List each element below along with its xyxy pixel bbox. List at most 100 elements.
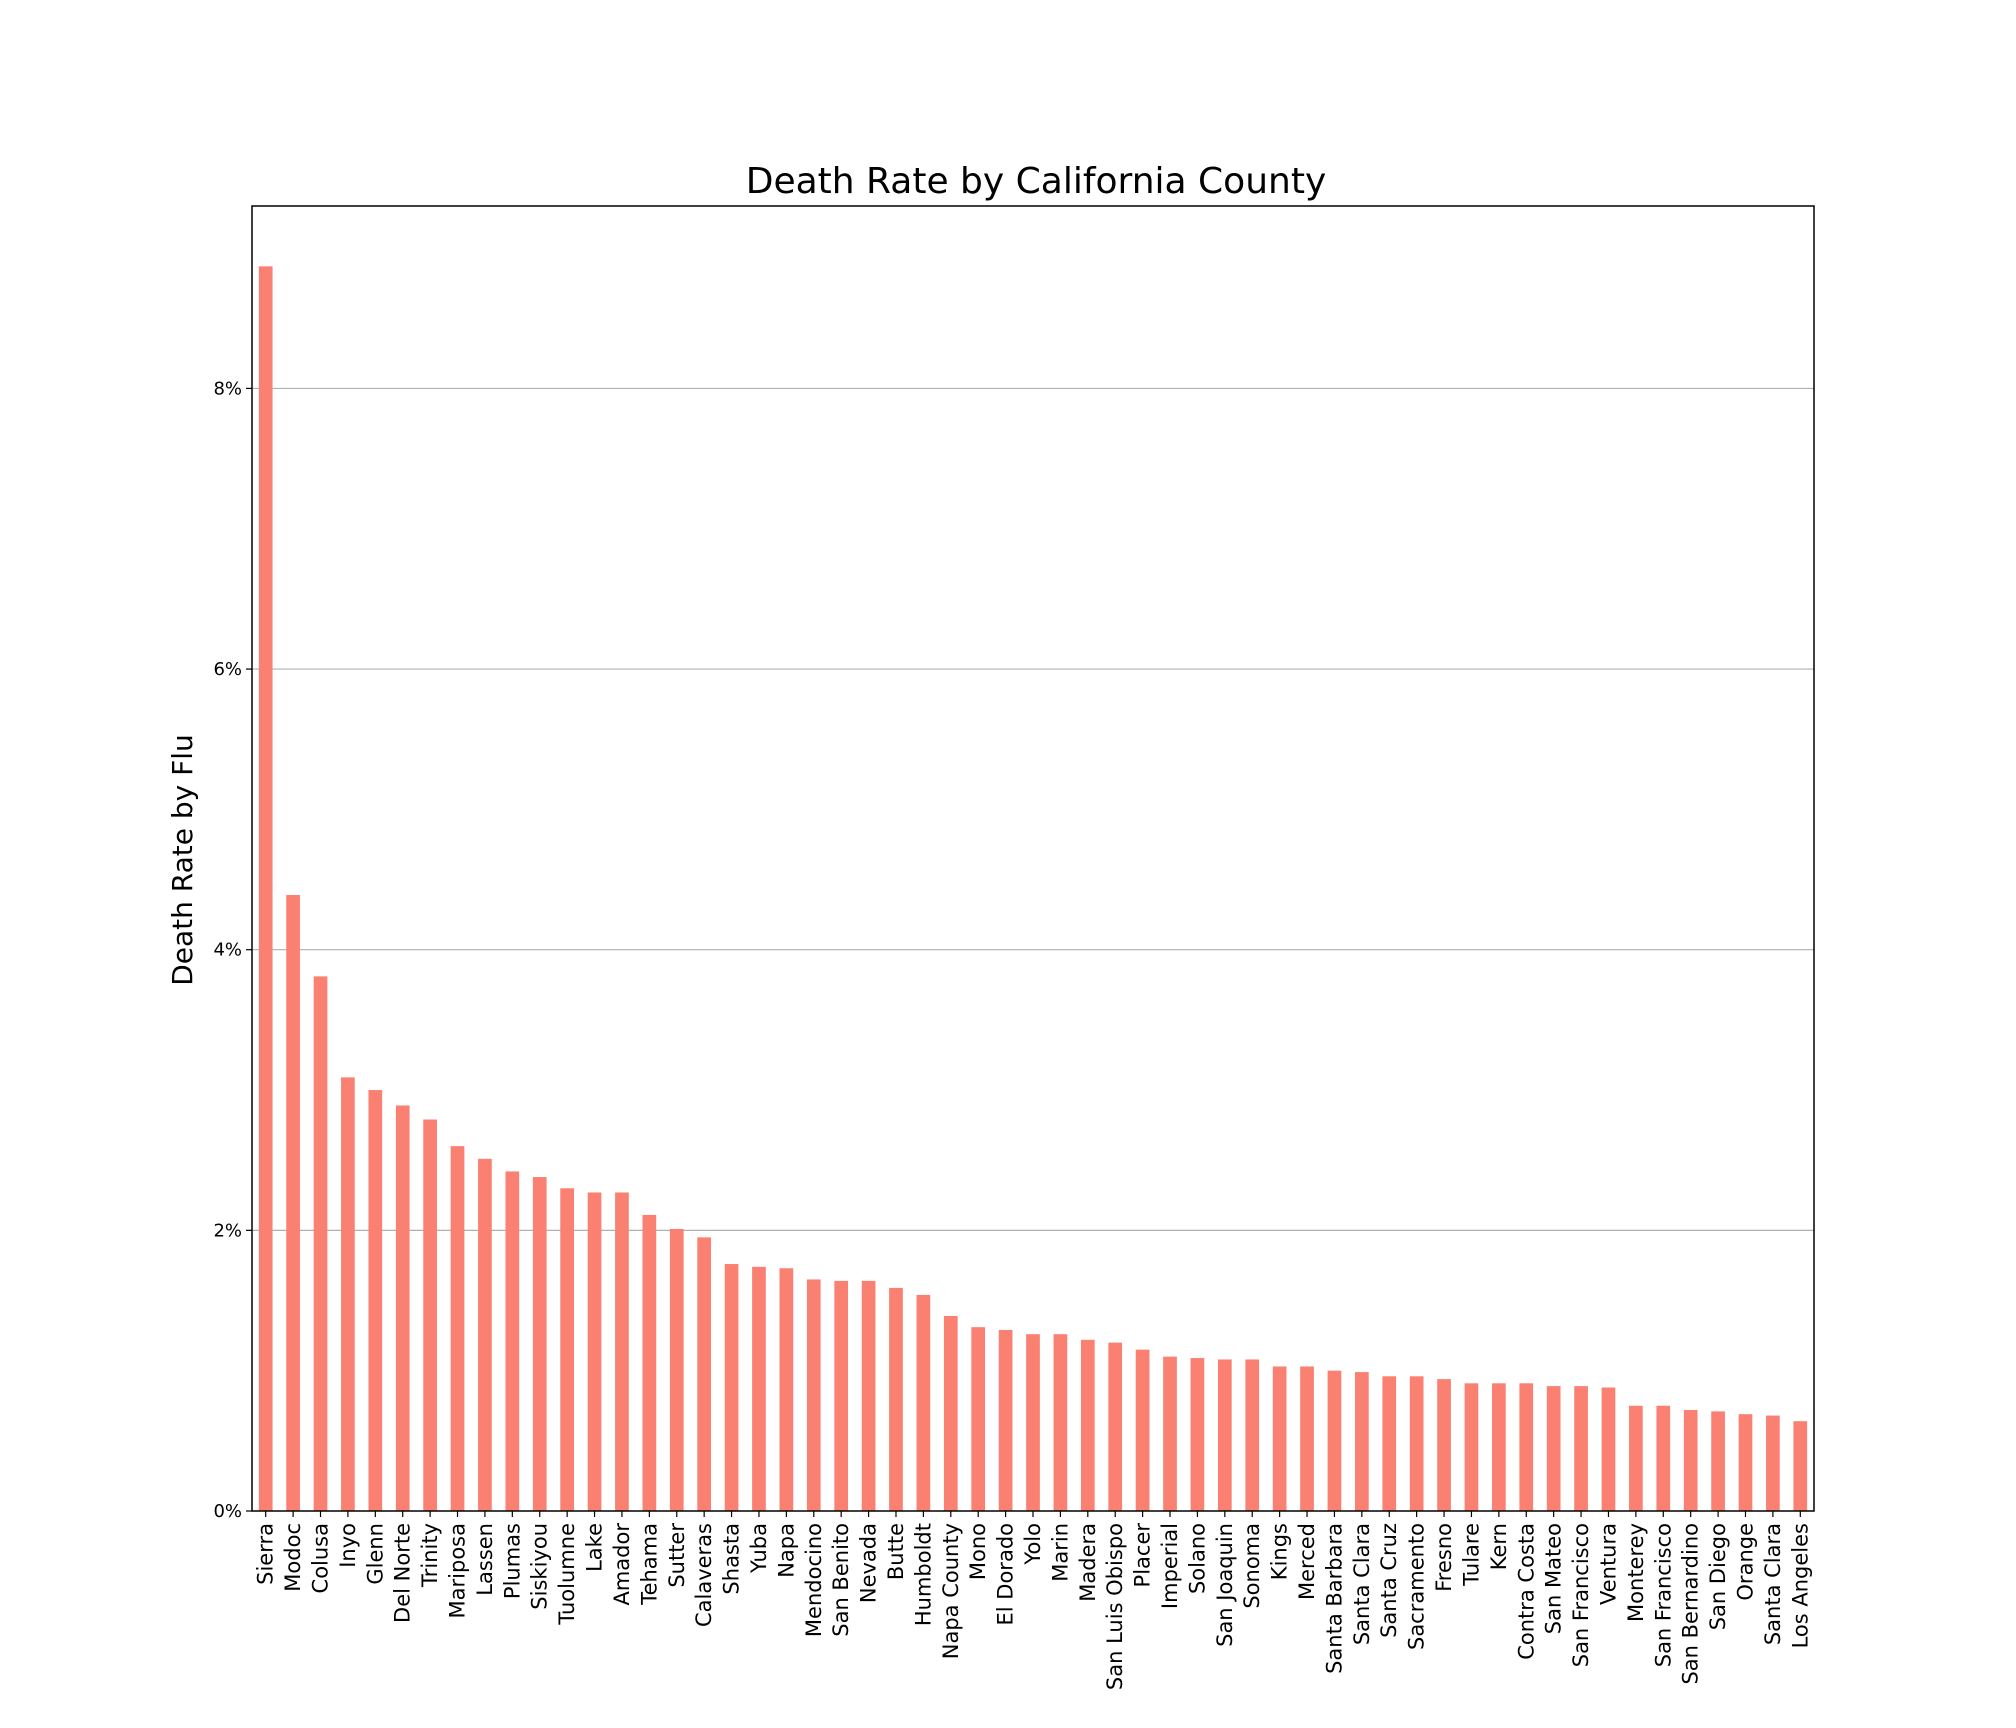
bar bbox=[1108, 1342, 1123, 1511]
bar bbox=[1354, 1372, 1369, 1511]
bar bbox=[943, 1315, 958, 1511]
bar bbox=[1629, 1405, 1643, 1511]
bar bbox=[1163, 1356, 1177, 1511]
bar bbox=[587, 1192, 602, 1511]
bars bbox=[258, 266, 1808, 1511]
x-tick-label: Los Angeles bbox=[1788, 1523, 1812, 1648]
x-tick-label: Glenn bbox=[363, 1523, 387, 1585]
bar bbox=[889, 1287, 903, 1511]
bar bbox=[1601, 1387, 1616, 1511]
y-tick-label: 0% bbox=[213, 1501, 242, 1522]
bar bbox=[258, 266, 273, 1511]
x-tick-label: Contra Costa bbox=[1514, 1523, 1538, 1660]
x-tick-label: Shasta bbox=[720, 1523, 744, 1595]
x-tick-label: Del Norte bbox=[391, 1523, 415, 1623]
x-tick-label: Lake bbox=[583, 1523, 607, 1572]
bar bbox=[1080, 1339, 1095, 1511]
x-tick-label: Trinity bbox=[418, 1523, 442, 1588]
x-tick-label: Sierra bbox=[254, 1523, 278, 1585]
x-tick-label: Fresno bbox=[1432, 1523, 1456, 1592]
bar bbox=[697, 1237, 712, 1511]
x-tick-label: El Dorado bbox=[994, 1523, 1018, 1625]
y-tick-label: 4% bbox=[213, 940, 242, 961]
x-tick-label: Napa bbox=[774, 1523, 798, 1578]
bar bbox=[505, 1171, 520, 1511]
x-tick-label: Amador bbox=[610, 1523, 634, 1606]
bar bbox=[834, 1280, 849, 1511]
x-tick-label: Butte bbox=[884, 1523, 908, 1580]
bar bbox=[1683, 1409, 1698, 1511]
bar bbox=[1711, 1411, 1725, 1511]
x-tick-label: Solano bbox=[1185, 1523, 1209, 1594]
bar bbox=[1574, 1386, 1588, 1511]
x-tick-label: Santa Clara bbox=[1761, 1523, 1785, 1645]
x-tick-label: Monterey bbox=[1624, 1523, 1648, 1622]
x-tick-label: Santa Cruz bbox=[1377, 1523, 1401, 1638]
x-tick-label: Kern bbox=[1487, 1523, 1511, 1570]
x-tick-label: Inyo bbox=[336, 1523, 360, 1568]
bar bbox=[971, 1327, 986, 1511]
bar bbox=[1409, 1376, 1424, 1511]
x-tick-label: Tuolumne bbox=[555, 1523, 579, 1626]
x-tick-label: Kings bbox=[1268, 1523, 1292, 1580]
bar bbox=[1492, 1383, 1506, 1511]
y-tick-label: 6% bbox=[213, 659, 242, 680]
x-tick-label: Colusa bbox=[309, 1523, 333, 1593]
x-tick-label: Imperial bbox=[1158, 1523, 1182, 1609]
x-tick-label: Ventura bbox=[1596, 1523, 1620, 1605]
bar bbox=[478, 1158, 492, 1511]
bar bbox=[1793, 1421, 1808, 1511]
bar bbox=[916, 1294, 931, 1511]
bar bbox=[1382, 1376, 1397, 1511]
bar bbox=[423, 1119, 437, 1511]
bar bbox=[1245, 1359, 1260, 1511]
x-tick-label: Calaveras bbox=[692, 1523, 716, 1627]
bar bbox=[998, 1329, 1013, 1511]
x-tick-label: Sacramento bbox=[1405, 1523, 1429, 1650]
x-tick-label: Lassen bbox=[473, 1523, 497, 1596]
bar bbox=[1190, 1358, 1205, 1511]
bar bbox=[1766, 1415, 1780, 1511]
bar bbox=[1026, 1334, 1040, 1511]
x-tick-label: Modoc bbox=[281, 1523, 305, 1592]
bar bbox=[1464, 1383, 1479, 1511]
x-tick-label: Santa Clara bbox=[1350, 1523, 1374, 1645]
x-tick-label: Tehama bbox=[637, 1523, 661, 1606]
x-tick-label: San Joaquin bbox=[1213, 1523, 1237, 1647]
x-tick-label: Tulare bbox=[1459, 1523, 1483, 1587]
bar bbox=[861, 1280, 876, 1511]
x-tick-label: Mendocino bbox=[802, 1523, 826, 1637]
bar bbox=[1300, 1366, 1314, 1511]
bar bbox=[368, 1090, 383, 1511]
bar bbox=[1656, 1405, 1671, 1511]
bar bbox=[669, 1228, 684, 1511]
bar bbox=[752, 1266, 766, 1511]
bar bbox=[1546, 1386, 1561, 1511]
bar bbox=[532, 1177, 547, 1511]
x-tick-label: Napa County bbox=[939, 1523, 963, 1659]
y-tick-label: 2% bbox=[213, 1220, 242, 1241]
x-tick-label: Madera bbox=[1076, 1523, 1100, 1602]
x-tick-label: Mariposa bbox=[446, 1523, 470, 1618]
bar bbox=[341, 1077, 355, 1511]
bar bbox=[1217, 1359, 1232, 1511]
bar bbox=[779, 1268, 794, 1511]
x-tick-label: San Francisco bbox=[1651, 1523, 1675, 1667]
y-axis-ticks: 0% 2% 4% 6% 8% bbox=[213, 378, 252, 1522]
x-axis-ticks: Sierra Modoc Colusa Inyo Glenn Del Norte Trini… bbox=[254, 1511, 1812, 1690]
x-tick-label: Humboldt bbox=[911, 1523, 935, 1626]
x-tick-label: Mono bbox=[966, 1523, 990, 1580]
y-tick-label: 8% bbox=[213, 378, 242, 399]
x-tick-label: Marin bbox=[1048, 1523, 1072, 1582]
bar bbox=[1272, 1366, 1287, 1511]
x-tick-label: San Mateo bbox=[1542, 1523, 1566, 1634]
x-tick-label: Sutter bbox=[665, 1523, 689, 1588]
x-tick-label: Orange bbox=[1733, 1523, 1757, 1601]
bar bbox=[395, 1105, 410, 1511]
x-tick-label: Santa Barbara bbox=[1322, 1523, 1346, 1674]
bar bbox=[615, 1192, 629, 1511]
y-axis-label: Death Rate by Flu bbox=[166, 734, 199, 986]
x-tick-label: Siskiyou bbox=[528, 1523, 552, 1610]
x-tick-label: San Diego bbox=[1706, 1523, 1730, 1630]
